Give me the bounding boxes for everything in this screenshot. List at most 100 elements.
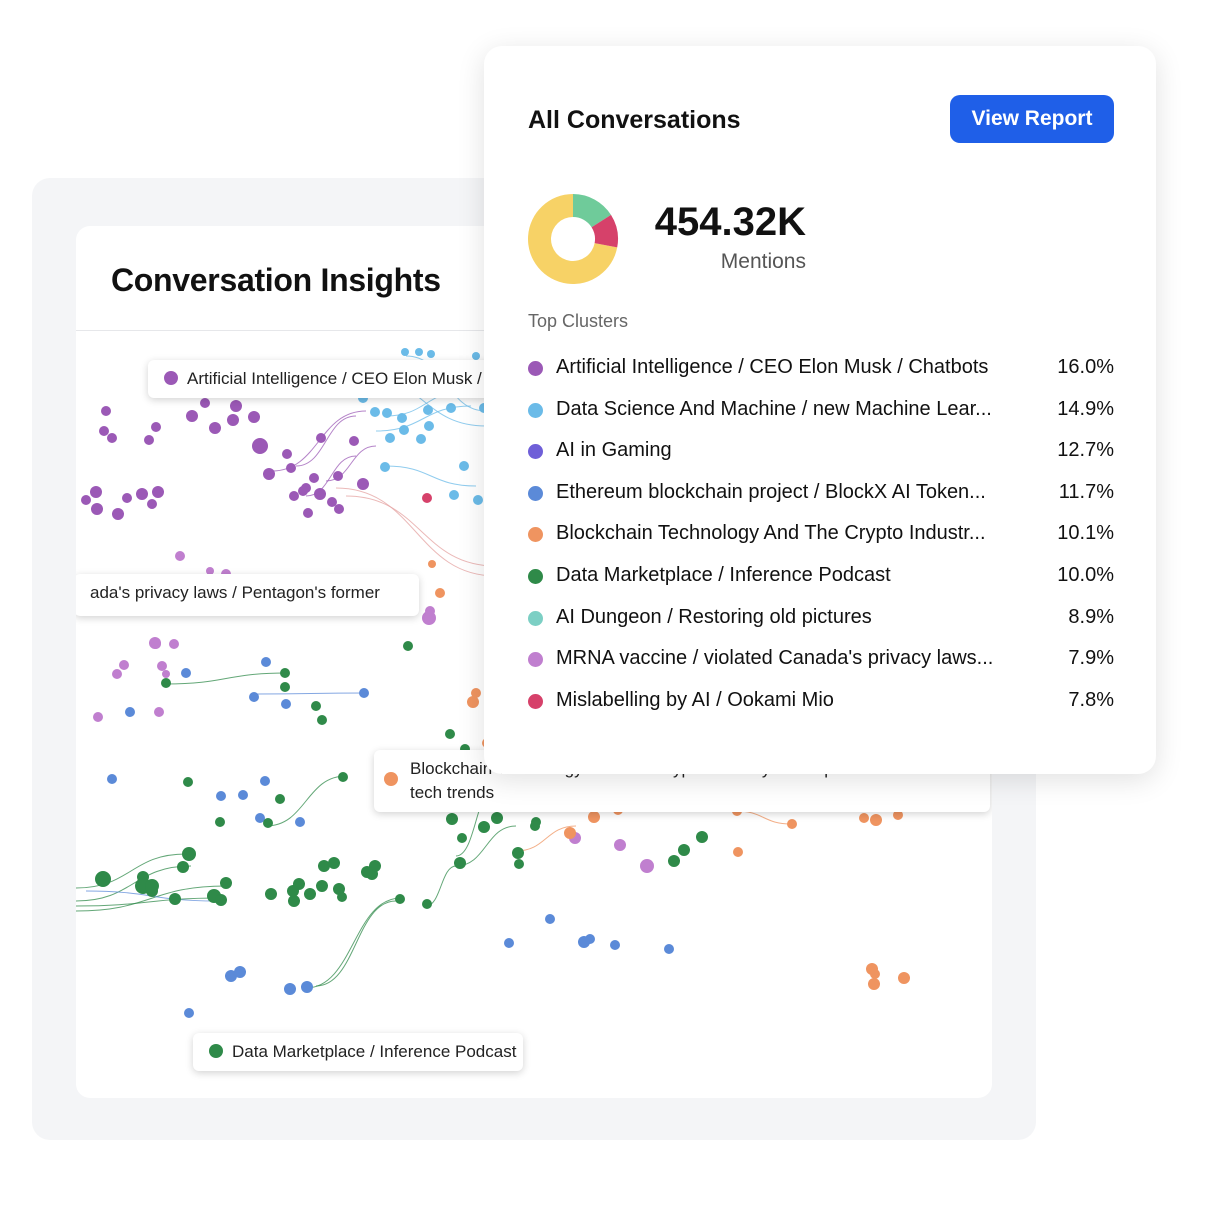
cluster-node [182,847,196,861]
cluster-edge [315,900,397,987]
view-report-button[interactable]: View Report [950,95,1114,143]
cluster-row[interactable]: AI Dungeon / Restoring old pictures 8.9% [526,602,1114,644]
cluster-node [215,894,227,906]
cluster-node [293,878,305,890]
cluster-edge [515,825,577,852]
cluster-node [304,888,316,900]
cluster-node [288,895,300,907]
cluster-node [162,670,170,678]
cluster-row[interactable]: Data Science And Machine / new Machine L… [526,394,1114,436]
cluster-name: AI Dungeon / Restoring old pictures [556,605,872,628]
cluster-node [435,588,445,598]
cluster-edge [305,455,357,497]
cluster-node [428,560,436,568]
cluster-node [531,817,541,827]
cluster-edge [76,865,192,902]
cluster-node [152,486,164,498]
cluster-node [289,491,299,501]
cluster-name: Artificial Intelligence / CEO Elon Musk … [556,356,989,378]
mentions-value: 454.32K [654,200,806,244]
cluster-node [248,411,260,423]
cluster-node [473,495,483,505]
cluster-edge [325,445,377,482]
cluster-name: Data Marketplace / Inference Podcast [556,563,891,586]
cluster-row[interactable]: Ethereum blockchain project / BlockX AI … [526,477,1114,519]
cluster-map[interactable] [76,226,992,1098]
cluster-node [186,410,198,422]
cluster-node [733,847,743,857]
cluster-node [893,810,903,820]
cluster-node [234,966,246,978]
cluster-node [425,606,435,616]
cluster-node [249,692,259,702]
cluster-node [309,473,319,483]
cluster-node [252,438,268,454]
cluster-node [200,398,210,408]
cluster-label-ai[interactable]: Artificial Intelligence / CEO Elon Musk … [148,360,510,398]
cluster-node [472,352,480,360]
cluster-node [422,493,432,503]
cluster-node [177,861,189,873]
cluster-name: Blockchain Technology And The Crypto Ind… [556,522,986,545]
cluster-name: Data Science And Machine / new Machine L… [556,397,992,420]
cluster-node [261,657,271,667]
cluster-node [678,844,690,856]
cluster-node [504,938,514,948]
cluster-node [454,857,466,869]
cluster-node [107,433,117,443]
cluster-node [696,831,708,843]
cluster-node [230,400,242,412]
cluster-node [868,978,880,990]
cluster-node [311,701,321,711]
cluster-row[interactable]: Artificial Intelligence / CEO Elon Musk … [526,352,1114,394]
cluster-node [446,813,458,825]
cluster-edge [385,465,477,487]
cluster-node [101,406,111,416]
cluster-node [359,688,369,698]
cluster-node [295,817,305,827]
cluster-node [491,812,503,824]
cluster-node [380,462,390,472]
cluster-node [275,794,285,804]
cluster-row[interactable]: Mislabelling by AI / Ookami Mio 7.8% [526,685,1114,727]
cluster-label-privacy[interactable]: ada's privacy laws / Pentagon's former [76,574,419,616]
cluster-label-text: Artificial Intelligence / CEO Elon Musk … [187,369,510,388]
cluster-node [95,871,111,887]
cluster-percent: 16.0% [1057,356,1114,378]
cluster-node [370,407,380,417]
cluster-edge [305,897,402,989]
insights-title: Conversation Insights [111,262,441,298]
cluster-node [478,821,490,833]
cluster-node [263,468,275,480]
cluster-color-dot [528,693,543,709]
cluster-percent: 7.9% [1068,647,1114,670]
cluster-label-data-marketplace[interactable]: Data Marketplace / Inference Podcast [193,1033,523,1071]
cluster-color-dot [528,527,543,543]
cluster-node [328,857,340,869]
cluster-node [610,940,620,950]
cluster-edge [295,415,357,467]
cluster-node [112,669,122,679]
cluster-node [144,435,154,445]
cluster-edge [335,487,497,577]
cluster-node [112,508,124,520]
cluster-row[interactable]: Data Marketplace / Inference Podcast 10.0… [526,560,1114,602]
cluster-node [255,813,265,823]
cluster-row[interactable]: Blockchain Technology And The Crypto Ind… [526,518,1114,560]
cluster-node [263,818,273,828]
cluster-node [280,682,290,692]
cluster-node [93,712,103,722]
top-clusters-heading: Top Clusters [528,311,629,331]
cluster-row[interactable]: AI in Gaming 12.7% [526,435,1114,477]
cluster-node [314,488,326,500]
cluster-node [898,972,910,984]
cluster-row[interactable]: MRNA vaccine / violated Canada's privacy… [526,643,1114,685]
cluster-percent: 12.7% [1057,439,1114,462]
donut-slice [573,194,611,228]
cluster-node [316,880,328,892]
cluster-node [216,791,226,801]
cluster-node [107,774,117,784]
cluster-node [361,866,373,878]
cluster-list: Artificial Intelligence / CEO Elon Musk … [526,352,1114,726]
cluster-node [161,678,171,688]
